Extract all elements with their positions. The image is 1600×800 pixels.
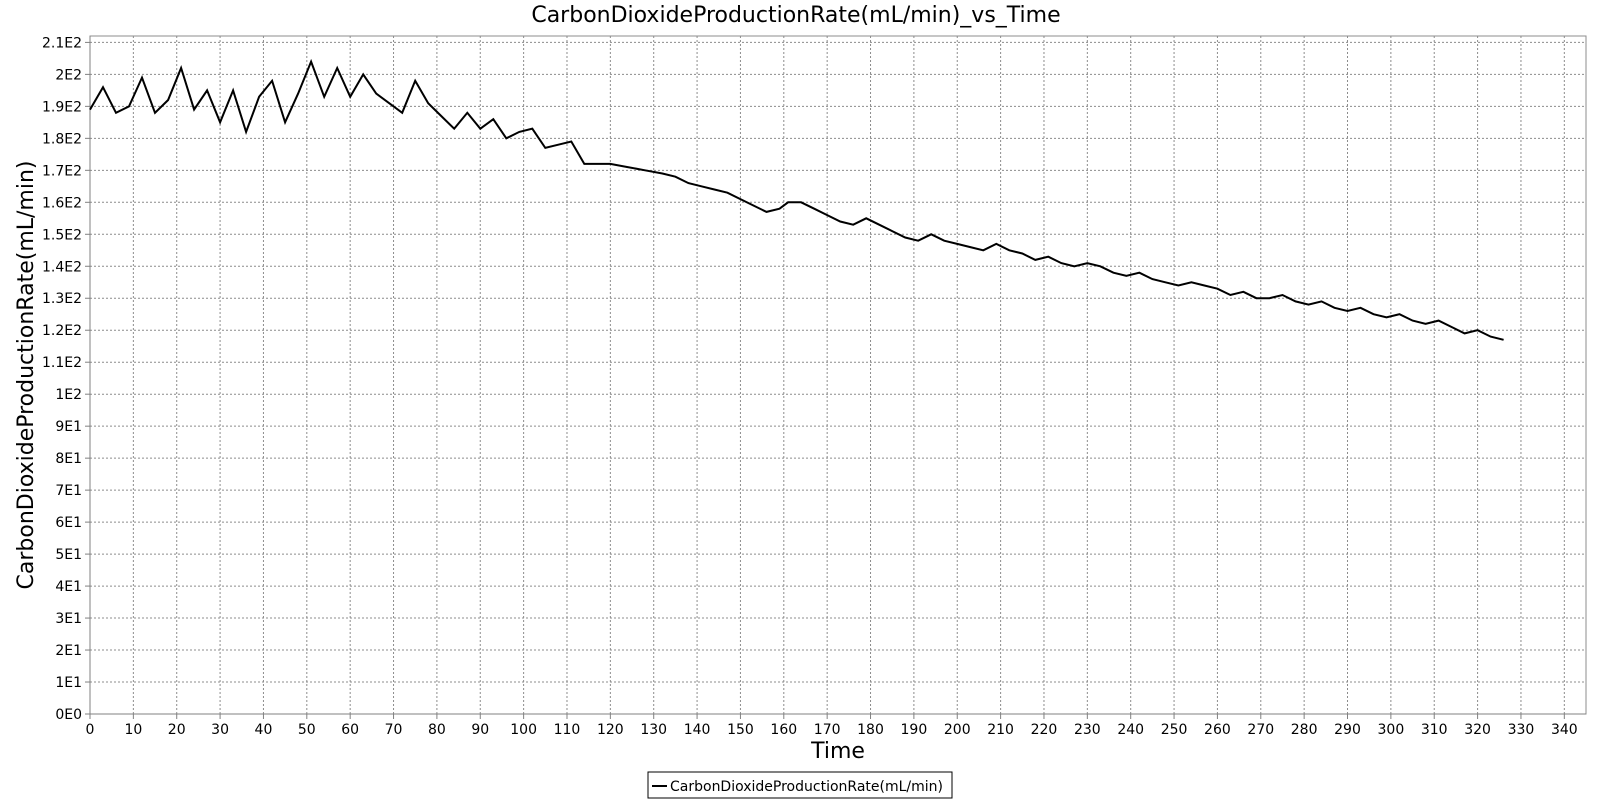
series-group (89, 58, 1504, 341)
y-tick-label: 0E0 (55, 707, 82, 723)
legend-box (647, 771, 953, 799)
x-tick-label: 300 (1378, 722, 1405, 738)
y-axis-ticks: 0E0 1E1 2E1 3E1 4E1 5E1 6E1 7E1 8E1 9E1 1E2 1.1E2 1.… (42, 35, 90, 723)
x-tick-label: 160 (770, 722, 797, 738)
y-tick-label: 2E2 (55, 67, 82, 83)
y-tick-label: 1.6E2 (42, 195, 82, 211)
x-tick-label: 90 (471, 722, 489, 738)
x-axis-ticks: 0 10 20 30 40 50 60 70 80 90 100 110 120 130 140 150 160… (86, 714, 1578, 738)
x-tick-label: 130 (640, 722, 667, 738)
x-tick-label: 240 (1117, 722, 1144, 738)
y-tick-label: 5E1 (55, 547, 82, 563)
x-tick-label: 330 (1508, 722, 1535, 738)
x-tick-label: 30 (211, 722, 229, 738)
y-tick-label: 1.1E2 (42, 355, 82, 371)
x-tick-label: 0 (86, 722, 95, 738)
y-tick-label: 1.8E2 (42, 131, 82, 147)
y-tick-label: 1.5E2 (42, 227, 82, 243)
x-tick-label: 260 (1204, 722, 1231, 738)
x-tick-label: 80 (428, 722, 446, 738)
x-tick-label: 60 (341, 722, 359, 738)
x-tick-label: 290 (1334, 722, 1361, 738)
x-tick-label: 210 (987, 722, 1014, 738)
x-tick-label: 340 (1551, 722, 1578, 738)
y-tick-label: 1.2E2 (42, 323, 82, 339)
x-tick-label: 220 (1031, 722, 1058, 738)
y-tick-label: 6E1 (55, 515, 82, 531)
chart-title: CarbonDioxideProductionRate(mL/min)_vs_T… (531, 3, 1060, 28)
legend-label: CarbonDioxideProductionRate(mL/min) (670, 779, 943, 795)
y-tick-label: 2E1 (55, 643, 82, 659)
y-tick-label: 3E1 (55, 611, 82, 627)
y-tick-label: 2.1E2 (42, 35, 82, 51)
x-tick-label: 10 (124, 722, 142, 738)
x-tick-label: 200 (944, 722, 971, 738)
x-tick-label: 180 (857, 722, 884, 738)
y-tick-label: 7E1 (55, 483, 82, 499)
x-tick-label: 190 (901, 722, 928, 738)
x-tick-label: 140 (684, 722, 711, 738)
x-tick-label: 230 (1074, 722, 1101, 738)
y-axis-label: CarbonDioxideProductionRate(mL/min) (14, 161, 39, 590)
x-axis-label: Time (810, 739, 865, 764)
y-tick-label: 1.9E2 (42, 99, 82, 115)
x-tick-label: 150 (727, 722, 754, 738)
x-tick-label: 120 (597, 722, 624, 738)
y-tick-label: 1E1 (55, 675, 82, 691)
x-tick-label: 50 (298, 722, 316, 738)
x-tick-label: 170 (814, 722, 841, 738)
y-tick-label: 4E1 (55, 579, 82, 595)
x-tick-label: 320 (1464, 722, 1491, 738)
legend: CarbonDioxideProductionRate(mL/min) (647, 771, 953, 799)
y-tick-label: 1E2 (55, 387, 82, 403)
y-tick-label: 8E1 (55, 451, 82, 467)
series-line (89, 58, 1504, 341)
x-tick-label: 40 (255, 722, 273, 738)
x-tick-label: 110 (554, 722, 581, 738)
y-tick-label: 1.7E2 (42, 163, 82, 179)
y-tick-label: 1.4E2 (42, 259, 82, 275)
plot-area (89, 35, 1587, 715)
y-tick-label: 1.3E2 (42, 291, 82, 307)
x-tick-label: 100 (510, 722, 537, 738)
x-tick-label: 20 (168, 722, 186, 738)
x-tick-label: 250 (1161, 722, 1188, 738)
x-tick-label: 270 (1247, 722, 1274, 738)
x-tick-label: 280 (1291, 722, 1318, 738)
x-tick-label: 70 (385, 722, 403, 738)
x-tick-label: 310 (1421, 722, 1448, 738)
y-tick-label: 9E1 (55, 419, 82, 435)
grid-lines (90, 36, 1586, 714)
